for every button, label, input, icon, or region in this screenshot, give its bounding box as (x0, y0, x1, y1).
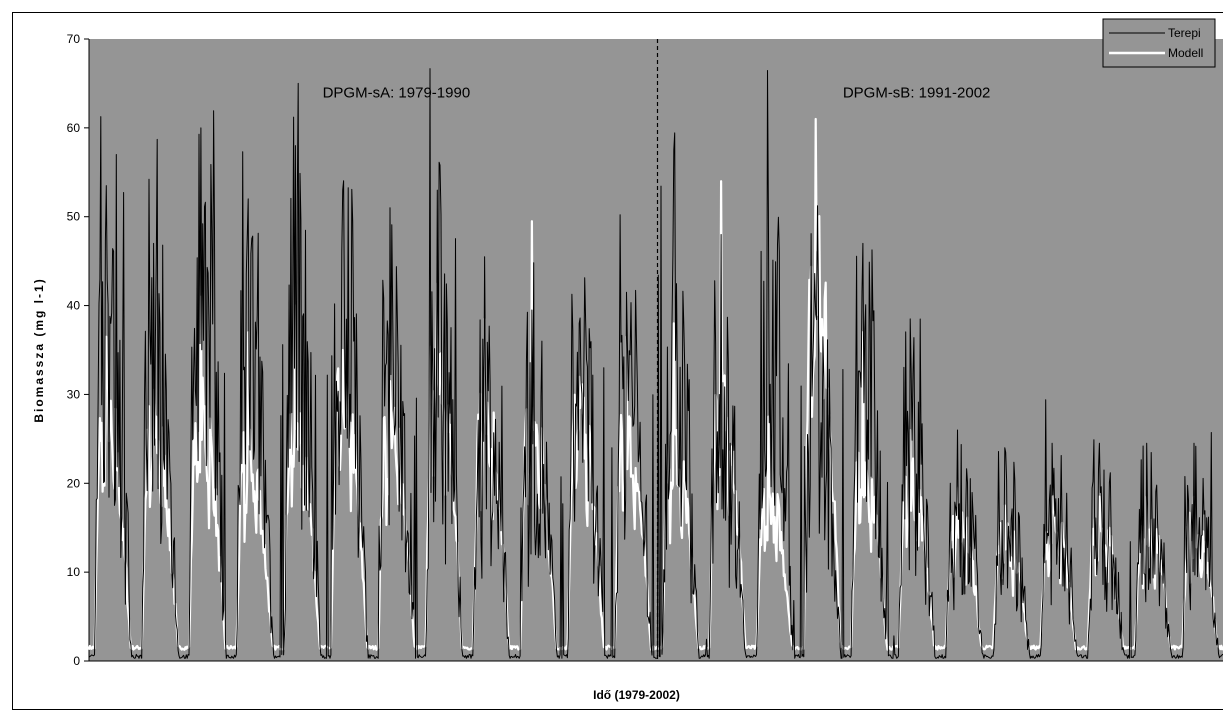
annotation-period-b: DPGM-sB: 1991-2002 (843, 84, 991, 101)
annotation-period-a: DPGM-sA: 1979-1990 (323, 84, 471, 101)
y-axis-title: Biomassza (mg l-1) (32, 277, 46, 422)
chart-frame: 0 10 20 30 40 50 60 70 DPGM-sA: 1979-1990 DPGM-… (12, 12, 1223, 710)
series-line-terepi (88, 68, 1223, 659)
plot-area (89, 39, 1223, 661)
y-tick-label: 10 (67, 565, 81, 579)
legend: Terepi Modell (1102, 18, 1216, 68)
legend-label-terepi: Terepi (1168, 26, 1201, 40)
x-axis-title: Idő (1979-2002) (593, 688, 680, 702)
legend-label-modell: Modell (1168, 46, 1203, 60)
y-tick-label: 40 (67, 299, 81, 313)
line-chart: 0 10 20 30 40 50 60 70 DPGM-sA: 1979-1990 DPGM-… (32, 18, 1223, 702)
y-tick-label: 20 (67, 476, 81, 490)
series-line-modell (87, 117, 1223, 651)
series-layer (87, 68, 1223, 659)
y-tick-label: 60 (67, 121, 81, 135)
y-tick-label: 0 (73, 654, 80, 668)
y-axis: 0 10 20 30 40 50 60 70 (67, 32, 90, 668)
y-tick-label: 30 (67, 387, 81, 401)
y-tick-label: 70 (67, 32, 81, 46)
legend-box (1102, 18, 1216, 68)
y-tick-label: 50 (67, 210, 81, 224)
